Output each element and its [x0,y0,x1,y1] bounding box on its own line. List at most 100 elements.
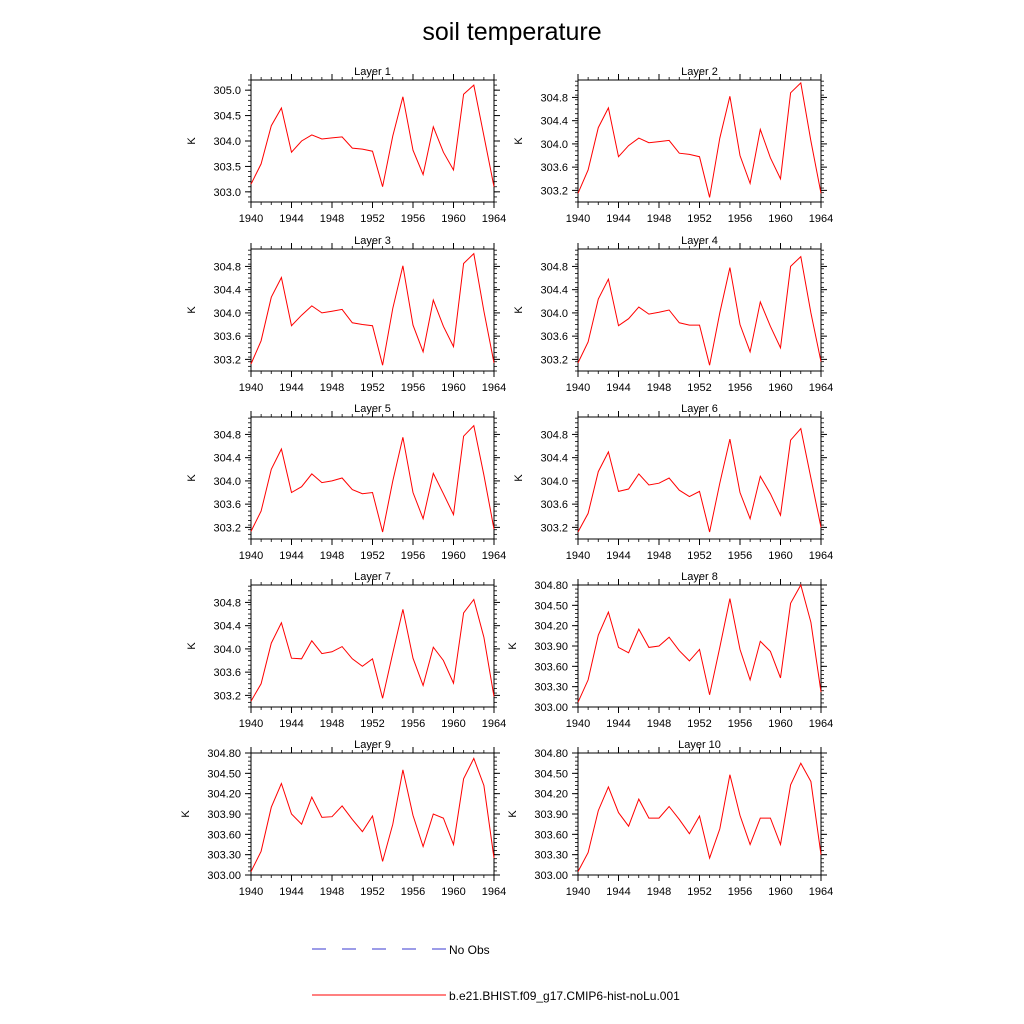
panel-title: Layer 5 [354,403,391,415]
y-tick-label: 303.2 [540,522,568,534]
data-point [362,324,363,325]
data-point [311,640,312,641]
plot-frame [250,752,495,876]
data-point [423,518,424,519]
data-point [820,361,821,362]
y-axis-label: K [186,642,198,650]
data-point [577,871,578,872]
x-tick-label: 1948 [320,382,344,394]
data-point [291,813,292,814]
data-point [301,658,302,659]
data-point [669,477,670,478]
data-point [810,312,811,313]
x-tick-label: 1964 [809,213,833,225]
panel-title: Layer 2 [681,66,718,78]
data-point [577,362,578,363]
data-point [709,858,710,859]
figure-title: soil temperature [422,18,601,46]
data-point [638,473,639,474]
data-point [423,174,424,175]
data-point [433,647,434,648]
y-tick-label: 303.2 [213,354,241,366]
panel-title: Layer 6 [681,403,718,415]
x-tick-label: 1956 [728,550,752,562]
data-point [689,325,690,326]
data-point [392,824,393,825]
y-tick-label: 304.5 [213,111,241,123]
data-point [689,660,690,661]
data-point [658,141,659,142]
data-point [382,861,383,862]
y-axis-label: K [513,306,525,314]
data-point [352,489,353,490]
data-point [261,683,262,684]
x-tick-label: 1964 [482,718,506,730]
data-point [699,649,700,650]
data-point [618,491,619,492]
y-tick-label: 303.2 [540,185,568,197]
x-tick-label: 1952 [360,886,384,898]
data-point [739,492,740,493]
y-tick-label: 304.4 [540,285,568,297]
x-tick-label: 1956 [728,213,752,225]
x-tick-label: 1956 [401,213,425,225]
panel-title: Layer 9 [354,739,391,751]
x-tick-label: 1940 [239,886,263,898]
data-point [301,140,302,141]
data-point [820,527,821,528]
data-point [382,531,383,532]
data-point [709,531,710,532]
data-point [810,781,811,782]
data-point [689,833,690,834]
data-point [412,815,413,816]
data-point [577,193,578,194]
y-tick-label: 304.80 [534,580,568,592]
y-tick-label: 303.30 [534,682,568,694]
data-point [760,641,761,642]
data-point [709,694,710,695]
data-point [463,263,464,264]
data-point [382,186,383,187]
x-tick-label: 1964 [482,550,506,562]
data-point [342,805,343,806]
x-tick-label: 1940 [566,550,590,562]
data-point [433,300,434,301]
y-tick-label: 304.8 [540,261,568,273]
data-point [352,148,353,149]
panel-layer-8: Layer 8 1940 1944 1948 1952 1956 1960 1964 303.0… [507,571,833,730]
panel-title: Layer 8 [681,571,718,583]
y-tick-label: 303.2 [213,522,241,534]
data-point [483,475,484,476]
data-point [669,140,670,141]
data-point [271,469,272,470]
panel-layer-5: Layer 5 1940 1944 1948 1952 1956 1960 1964 303.2… [186,403,506,562]
x-tick-label: 1944 [279,886,303,898]
data-point [331,816,332,817]
x-tick-label: 1948 [647,886,671,898]
series-line [250,252,495,366]
data-point [402,265,403,266]
data-point [382,365,383,366]
series-line [250,84,495,187]
panel-title: Layer 10 [678,739,721,751]
data-point [729,267,730,268]
data-point [790,266,791,267]
x-tick-label: 1948 [320,886,344,898]
data-point [311,797,312,798]
data-point [321,312,322,313]
data-point [473,425,474,426]
data-point [473,85,474,86]
data-point [729,439,730,440]
panel-title: Layer 4 [681,235,718,247]
data-point [271,643,272,644]
panel-title: Layer 1 [354,66,391,78]
y-tick-label: 303.30 [534,850,568,862]
x-tick-label: 1944 [279,718,303,730]
x-tick-label: 1948 [647,382,671,394]
data-point [709,365,710,366]
data-point [412,492,413,493]
data-point [679,490,680,491]
data-point [648,484,649,485]
y-tick-label: 303.2 [540,354,568,366]
